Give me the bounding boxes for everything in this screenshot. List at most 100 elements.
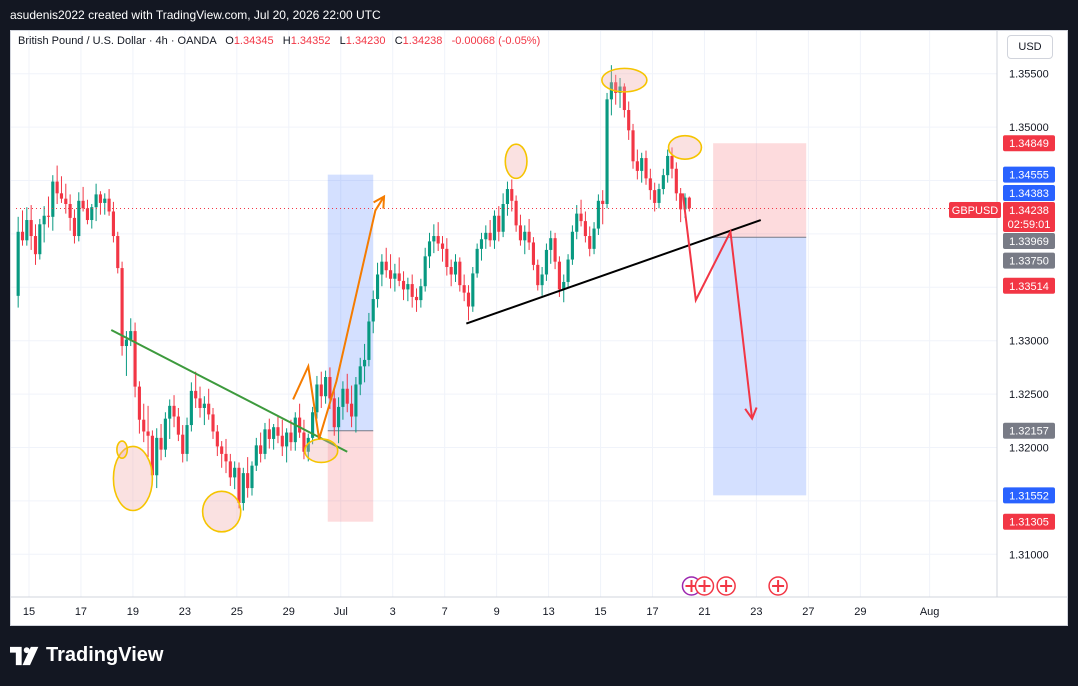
candle-body [401, 280, 406, 290]
x-tick-label: 19 [127, 606, 139, 618]
candle [410, 274, 414, 308]
candle-body [285, 432, 289, 447]
candle-body [397, 273, 401, 281]
candle [354, 377, 358, 433]
candle [194, 371, 198, 408]
candle [207, 388, 211, 420]
candle-body [103, 198, 107, 203]
candle [98, 191, 102, 215]
candle [523, 225, 527, 255]
candle [384, 247, 388, 278]
x-tick-label: 17 [646, 606, 658, 618]
candle-body [198, 398, 202, 408]
ohlc-legend: British Pound / U.S. Dollar · 4h · OANDA… [18, 35, 540, 47]
candle-body [181, 434, 185, 454]
candle [345, 373, 349, 413]
candle-body [332, 398, 336, 428]
candle [215, 425, 219, 457]
candle [687, 196, 691, 212]
candle-body [25, 220, 29, 241]
candle [631, 123, 635, 169]
candle [107, 189, 111, 216]
candle-body [176, 416, 180, 435]
candle [16, 216, 20, 308]
candle-body [458, 261, 462, 286]
candle-body [246, 473, 250, 489]
price-label: 1.34383 [1003, 185, 1055, 202]
candle-body [475, 248, 479, 274]
candle [77, 192, 81, 242]
swing-low-4 [304, 438, 339, 464]
candle [423, 247, 427, 292]
candle-body [687, 197, 691, 209]
attribution-bar: asudenis2022 created with TradingView.co… [0, 0, 1078, 30]
candle-body [137, 386, 141, 420]
attribution-text: asudenis2022 created with TradingView.co… [10, 8, 381, 22]
candle [527, 218, 531, 250]
candle-body [155, 437, 159, 476]
candle [341, 381, 345, 420]
candle-body [29, 220, 33, 237]
candle [367, 312, 371, 367]
candle-body [142, 419, 146, 432]
currency-button[interactable]: USD [1007, 35, 1053, 59]
price-label-bg [1003, 513, 1055, 530]
price-label-text: 1.34383 [1009, 188, 1049, 200]
candle-body [557, 261, 561, 290]
candle [501, 193, 505, 238]
candle [29, 205, 33, 250]
short-risk-zone [713, 143, 807, 238]
candle-body [570, 231, 574, 260]
candle-body [505, 189, 510, 205]
economic-events [681, 576, 788, 596]
candle [172, 395, 176, 428]
swing-high-2 [601, 67, 648, 93]
price-label: 1.34238 02:59:01 GBPUSD [949, 202, 1055, 233]
price-label-bg [1003, 185, 1055, 202]
price-label: 1.33514 [1003, 277, 1055, 294]
candle-body [51, 181, 55, 217]
candle [393, 263, 397, 292]
swing-high-1 [504, 143, 528, 180]
candle [46, 196, 51, 228]
candle [414, 288, 419, 312]
candle-body [679, 193, 683, 210]
candle [81, 186, 85, 212]
candle [453, 254, 458, 282]
tradingview-footer: TradingView [10, 644, 163, 667]
candle-body [241, 473, 245, 504]
x-tick-label: 23 [750, 606, 762, 618]
candle [64, 183, 68, 214]
candle [120, 261, 124, 356]
candle-body [605, 99, 609, 205]
candle [648, 168, 652, 200]
candle-body [90, 207, 94, 221]
price-label: 1.34555 [1003, 166, 1055, 183]
candle-body [81, 200, 85, 209]
candle-body [583, 221, 587, 237]
x-tick-label: 21 [698, 606, 710, 618]
candle [68, 194, 72, 231]
x-tick-label: 25 [231, 606, 243, 618]
candle [302, 419, 306, 460]
candle-body [518, 225, 523, 241]
candle [583, 211, 587, 243]
countdown-text: 02:59:01 [1008, 219, 1051, 231]
price-label: 1.32157 [1003, 422, 1055, 439]
candle [146, 405, 150, 458]
candle [375, 262, 380, 308]
candle [319, 371, 323, 408]
high-label: H [282, 35, 291, 47]
chart-panel[interactable]: 1.35500 1.35000 1.33000 1.32500 1.32000 1.310… [10, 30, 1068, 626]
candle-body [159, 437, 163, 450]
candle-body [419, 286, 423, 301]
candle-body [55, 181, 59, 194]
price-label-text: 1.31552 [1009, 490, 1049, 502]
candlestick-chart[interactable]: 1.35500 1.35000 1.33000 1.32500 1.32000 1.310… [11, 31, 1067, 625]
candle [440, 236, 445, 262]
candle-body [129, 331, 133, 340]
price-label-text: 1.33514 [1009, 281, 1049, 293]
candle-body [618, 86, 622, 93]
long-position-tool [327, 174, 374, 522]
candle-body [510, 189, 514, 201]
